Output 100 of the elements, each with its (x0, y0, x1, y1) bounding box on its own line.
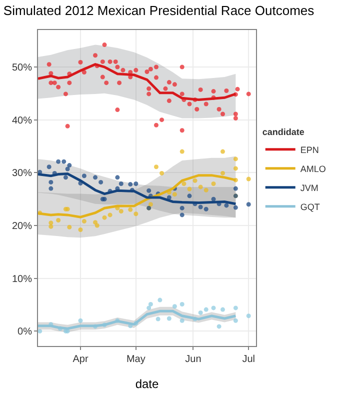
point (172, 304, 177, 309)
legend-label: AMLO (300, 164, 326, 174)
point (220, 307, 225, 312)
point (146, 92, 152, 96)
point (82, 70, 86, 75)
point (246, 202, 251, 207)
point (100, 74, 105, 80)
point (48, 224, 54, 229)
point (224, 203, 229, 208)
point (220, 170, 225, 176)
point (198, 204, 203, 210)
point (82, 219, 86, 224)
point (180, 149, 184, 154)
point (154, 164, 158, 170)
point (180, 128, 184, 133)
point (94, 223, 100, 228)
point (246, 176, 251, 182)
x-tick-label: Jun (185, 354, 202, 365)
point (128, 207, 133, 212)
point (146, 188, 152, 193)
point (63, 175, 68, 180)
point (233, 112, 238, 116)
point (118, 182, 124, 186)
point (56, 218, 61, 222)
point (160, 170, 164, 176)
y-tick-label: 0% (18, 326, 32, 338)
point (65, 124, 70, 128)
point (48, 180, 54, 184)
point (120, 68, 126, 72)
point (220, 112, 225, 116)
point (233, 156, 238, 162)
point (246, 314, 251, 318)
point (233, 116, 238, 120)
point (115, 175, 120, 180)
x-tick-label: Jul (242, 354, 256, 365)
point (216, 324, 222, 329)
point (204, 206, 208, 212)
point (102, 215, 107, 220)
point (63, 92, 68, 96)
point (52, 80, 57, 86)
y-tick-label: 50% (12, 62, 32, 74)
point (192, 178, 198, 183)
point (163, 86, 168, 91)
point (102, 42, 107, 48)
point (56, 84, 61, 90)
point (154, 122, 158, 128)
point (62, 159, 66, 164)
point (233, 205, 238, 210)
point (46, 62, 52, 67)
point (187, 186, 192, 192)
x-tick-label: May (126, 354, 146, 365)
point (211, 306, 216, 310)
point (108, 212, 112, 218)
point (216, 107, 222, 112)
point (78, 228, 83, 232)
point (180, 92, 184, 96)
point (194, 107, 200, 112)
point (113, 59, 118, 64)
point (144, 70, 150, 74)
chart-title: Simulated 2012 Mexican Presidential Race Outcomes (3, 3, 315, 18)
line-series (38, 63, 237, 101)
point (104, 80, 109, 86)
point (154, 75, 158, 80)
point (67, 80, 72, 86)
x-axis-title: date (135, 376, 159, 391)
point (78, 318, 83, 323)
point (187, 102, 192, 106)
point (166, 316, 172, 321)
point (166, 80, 172, 85)
point (146, 86, 152, 91)
point (158, 298, 162, 302)
point (93, 220, 98, 225)
point (211, 196, 216, 202)
point (100, 59, 105, 64)
point (246, 92, 251, 96)
legend-label: GQT (300, 202, 320, 212)
legend-label: EPN (300, 144, 319, 155)
point (148, 302, 153, 306)
point (182, 182, 186, 186)
y-tick-label: 20% (12, 221, 32, 232)
point (233, 306, 238, 310)
point (180, 302, 184, 306)
point (187, 194, 192, 198)
point (160, 118, 164, 122)
point (211, 89, 216, 94)
point (78, 60, 83, 64)
point (108, 59, 112, 64)
point (172, 82, 177, 87)
point (46, 164, 52, 170)
point (233, 318, 238, 323)
point (156, 316, 160, 322)
point (48, 186, 54, 191)
point (198, 310, 203, 315)
point (235, 86, 240, 92)
point (204, 188, 208, 192)
point (198, 184, 203, 190)
point (172, 192, 177, 197)
point (166, 195, 172, 200)
point (117, 80, 122, 86)
point (224, 88, 229, 94)
